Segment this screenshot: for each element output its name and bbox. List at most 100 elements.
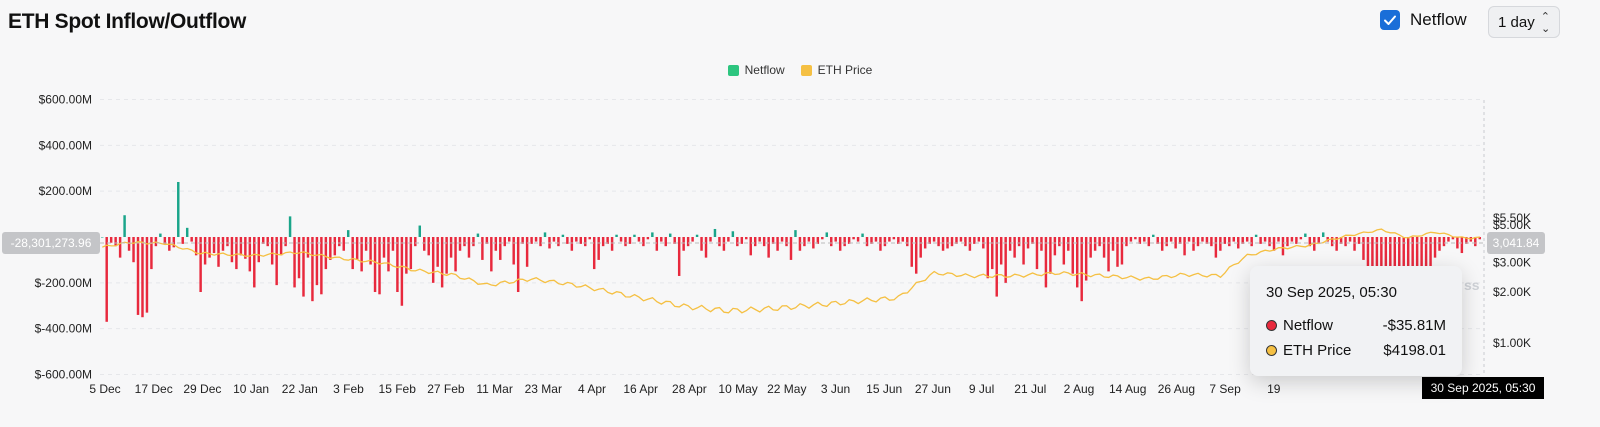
netflow-bar (208, 237, 211, 258)
chevron-updown-icon: ⌃ ⌃ (1540, 11, 1550, 34)
x-tick-label: 22 May (767, 382, 806, 396)
netflow-bar (364, 237, 368, 251)
netflow-bar (597, 237, 600, 260)
netflow-bar (467, 237, 471, 258)
netflow-bar (660, 237, 663, 242)
netflow-bar (941, 237, 945, 251)
netflow-bar (194, 237, 198, 256)
netflow-bar (378, 237, 381, 295)
tooltip-row-netflow: Netflow -$35.81M (1266, 317, 1446, 334)
netflow-bar (423, 237, 426, 251)
x-tick-label: 27 Jun (915, 382, 951, 396)
netflow-bar (758, 237, 761, 242)
netflow-bar (1357, 237, 1361, 244)
netflow-bar (355, 237, 359, 260)
netflow-bar (1129, 237, 1133, 242)
netflow-bar (391, 237, 395, 251)
x-tick-label: 17 Dec (135, 382, 173, 396)
netflow-bar (1201, 237, 1204, 242)
netflow-bar (610, 237, 614, 251)
netflow-bar (324, 237, 328, 270)
netflow-bar (400, 237, 404, 306)
netflow-bar (235, 237, 238, 270)
netflow-bar (713, 228, 717, 237)
tooltip-label: Netflow (1283, 317, 1334, 334)
netflow-bar (606, 237, 609, 244)
netflow-bar (914, 237, 918, 274)
netflow-bar (932, 237, 936, 242)
x-tick-label: 27 Feb (427, 382, 465, 396)
netflow-bar (955, 237, 958, 244)
netflow-bar (1076, 237, 1079, 288)
crosshair-x-label: 30 Sep 2025, 05:30 (1431, 381, 1536, 395)
netflow-bar (1456, 237, 1459, 249)
eth-price-dot-icon (1266, 345, 1277, 356)
netflow-bar (1250, 237, 1253, 247)
netflow-bar (785, 237, 788, 247)
netflow-bar (847, 237, 851, 244)
netflow-bar (534, 237, 538, 242)
netflow-bar (937, 237, 940, 247)
netflow-bar (816, 237, 820, 244)
netflow-bar (874, 237, 878, 242)
netflow-bar (1031, 237, 1034, 244)
netflow-bar (803, 237, 806, 247)
netflow-bar (1098, 237, 1101, 247)
netflow-bar (159, 233, 162, 237)
netflow-bar (673, 237, 676, 244)
netflow-bar (1321, 232, 1325, 237)
netflow-bar (745, 237, 748, 240)
netflow-bar (780, 237, 784, 242)
netflow-bar (1058, 237, 1061, 247)
netflow-bar (262, 237, 265, 244)
netflow-bar (244, 237, 247, 259)
netflow-bar (266, 237, 269, 247)
netflow-bar (190, 237, 193, 242)
netflow-bar (1192, 237, 1195, 251)
netflow-bar (114, 237, 117, 247)
netflow-bar (704, 237, 708, 258)
netflow-toggle[interactable]: Netflow (1380, 10, 1467, 30)
netflow-bar (749, 237, 752, 256)
netflow-bar (566, 237, 569, 244)
netflow-bar (221, 237, 225, 251)
netflow-bar (226, 237, 229, 247)
netflow-bar (1335, 237, 1338, 251)
netflow-bar (642, 237, 645, 247)
eth-price-line (102, 228, 1480, 314)
netflow-bar (834, 237, 837, 242)
netflow-bar (481, 237, 484, 260)
netflow-bar (1004, 237, 1007, 283)
netflow-bar (825, 232, 829, 237)
tooltip-value: -$35.81M (1382, 317, 1446, 334)
interval-select[interactable]: 1 day ⌃ ⌃ (1488, 6, 1560, 38)
legend-item-netflow[interactable]: Netflow (727, 63, 785, 77)
x-tick-label: 3 Jun (821, 382, 850, 396)
netflow-bar (579, 237, 583, 244)
netflow-bar (682, 237, 685, 251)
watermark-text: ss (1464, 277, 1480, 293)
netflow-bar (1308, 237, 1312, 247)
page-title: ETH Spot Inflow/Outflow (8, 10, 247, 33)
netflow-bar (1049, 237, 1052, 274)
crosshair-x-label-bg (1422, 377, 1544, 399)
netflow-bar (1205, 237, 1209, 244)
netflow-bar (512, 237, 515, 265)
netflow-checkbox[interactable] (1380, 10, 1400, 30)
netflow-bar (923, 237, 927, 249)
crosshair-right-label-bg (1487, 232, 1545, 254)
netflow-bar (217, 237, 220, 267)
x-tick-label: 21 Jul (1014, 382, 1046, 396)
netflow-bar (1080, 237, 1083, 302)
netflow-bar (454, 237, 457, 272)
netflow-bar (503, 237, 506, 247)
netflow-bar (253, 237, 256, 288)
netflow-bar (1062, 237, 1066, 265)
netflow-bar (552, 237, 556, 242)
netflow-bar (284, 237, 287, 247)
netflow-bar (338, 237, 341, 247)
netflow-bar (539, 237, 542, 247)
y-right-tick-label: $3.00K (1493, 256, 1531, 270)
netflow-bar (1245, 237, 1249, 242)
legend-item-eth-price[interactable]: ETH Price (800, 63, 872, 77)
